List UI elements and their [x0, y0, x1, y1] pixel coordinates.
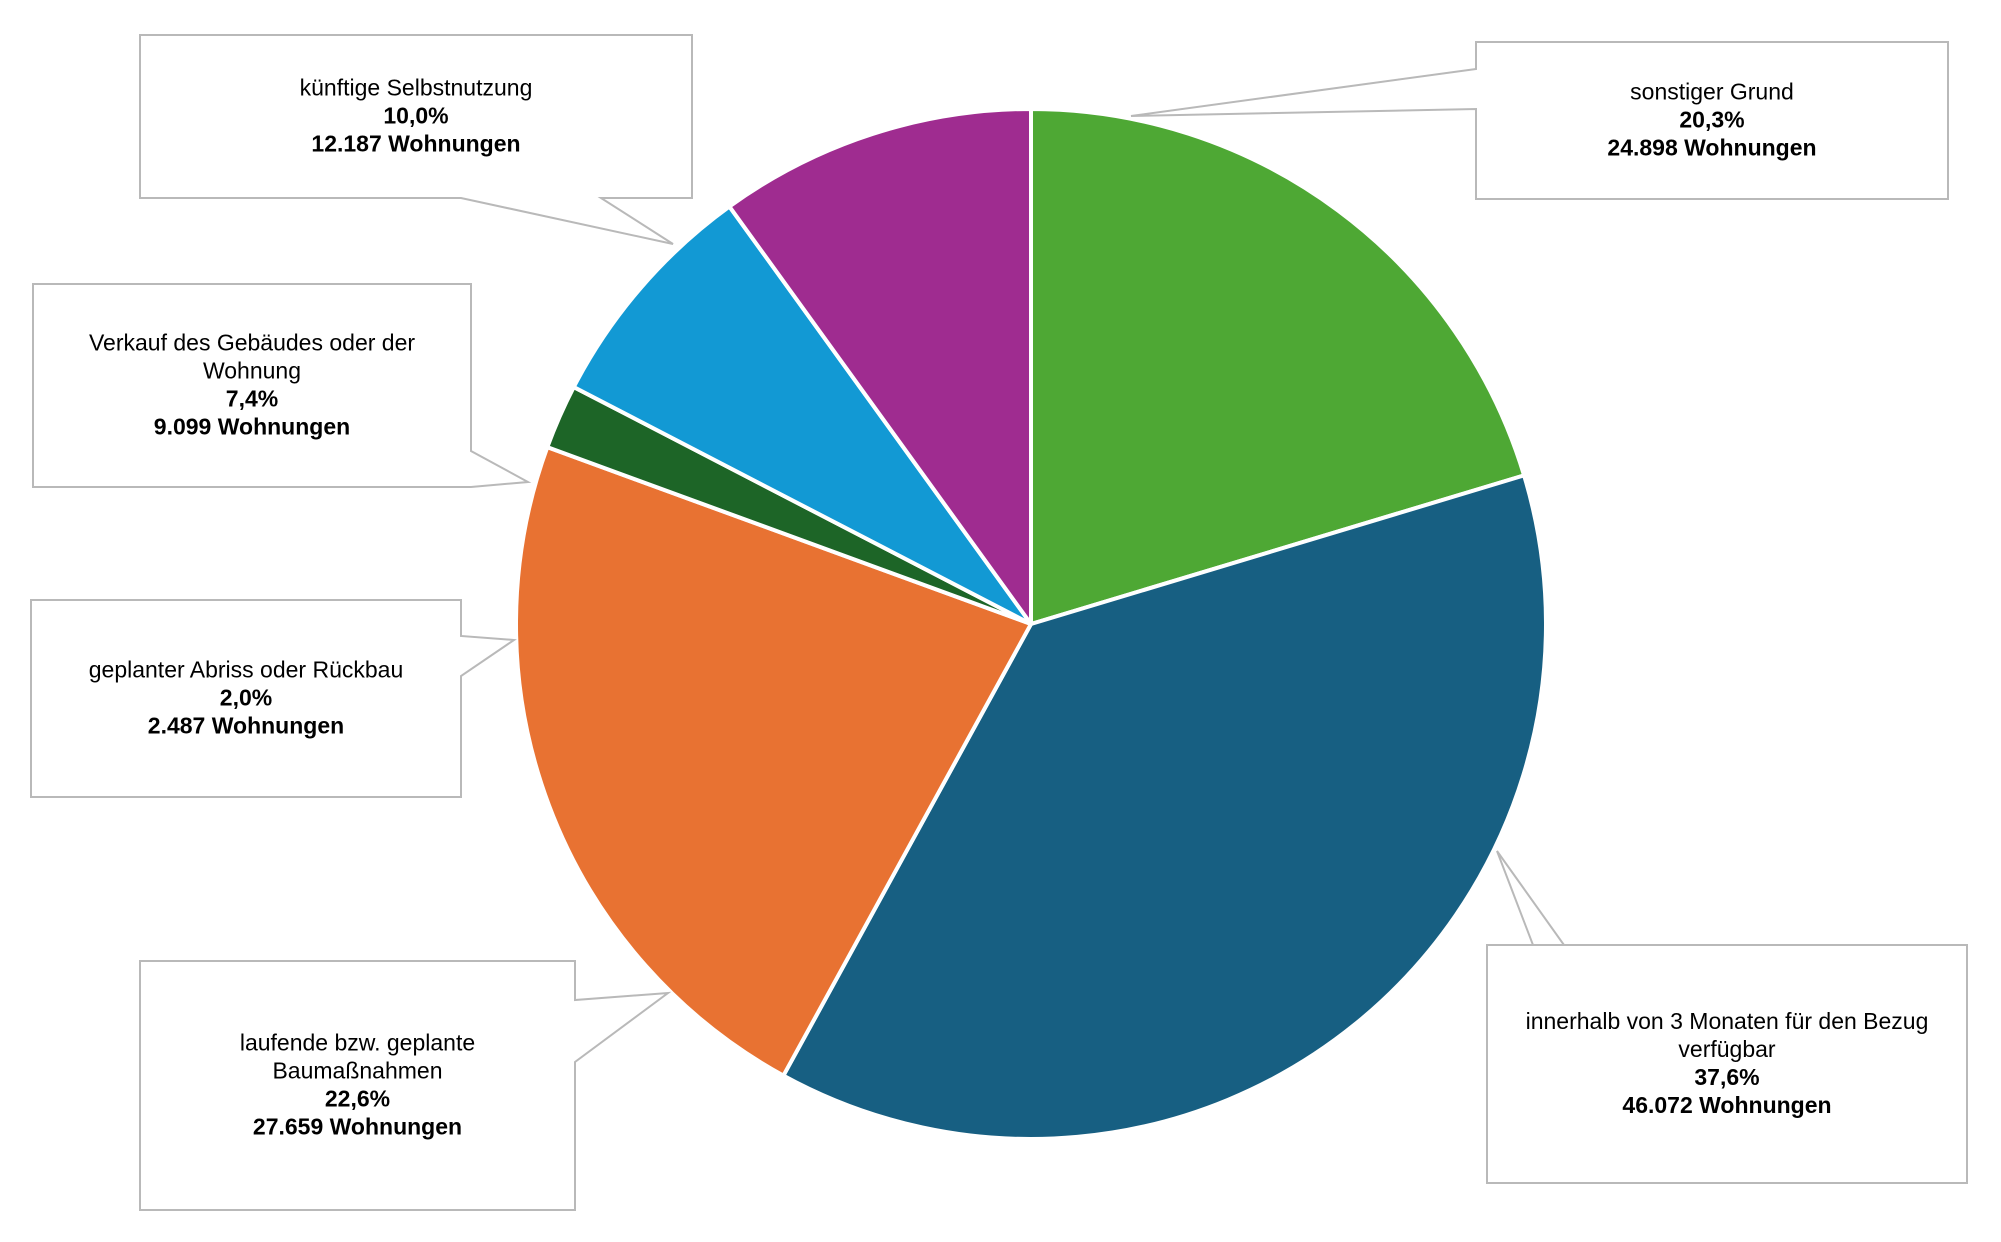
- callout-box: [30, 599, 517, 798]
- callout-box: [139, 960, 672, 1211]
- callout-box: [1130, 41, 1949, 200]
- slice-count: 9.099 Wohnungen: [154, 414, 350, 440]
- callout-box: [139, 34, 693, 245]
- pie-slice: [571, 204, 1033, 626]
- slice-percent: 22,6%: [325, 1086, 390, 1112]
- slice-label: sonstiger Grund: [1630, 79, 1794, 105]
- pie-slice: [1029, 107, 1527, 626]
- pie-slice: [781, 473, 1548, 1141]
- callout: innerhalb von 3 Monaten für den Bezugver…: [1486, 850, 1968, 1184]
- pie-slices: [514, 107, 1548, 1141]
- slice-label: innerhalb von 3 Monaten für den Bezug: [1526, 1008, 1929, 1034]
- slice-percent: 37,6%: [1694, 1064, 1759, 1090]
- slice-label: verfügbar: [1678, 1036, 1776, 1062]
- slice-percent: 2,0%: [220, 685, 272, 711]
- slice-label: geplanter Abriss oder Rückbau: [89, 657, 404, 683]
- slice-percent: 10,0%: [383, 103, 448, 129]
- slice-count: 24.898 Wohnungen: [1607, 135, 1816, 161]
- slice-count: 46.072 Wohnungen: [1622, 1092, 1831, 1118]
- slice-count: 27.659 Wohnungen: [253, 1114, 462, 1140]
- slice-percent: 7,4%: [226, 386, 278, 412]
- slice-label: Baumaßnahmen: [272, 1058, 442, 1084]
- slice-label: künftige Selbstnutzung: [300, 75, 533, 101]
- pie-slice: [727, 107, 1033, 626]
- callout: Verkauf des Gebäudes oder derWohnung7,4%…: [32, 283, 532, 488]
- pie-slice: [514, 445, 1033, 1078]
- slice-count: 2.487 Wohnungen: [148, 713, 344, 739]
- slice-count: 12.187 Wohnungen: [311, 131, 520, 157]
- callout-box: [32, 283, 532, 488]
- slice-label: laufende bzw. geplante: [240, 1030, 475, 1056]
- callout-box: [1486, 850, 1968, 1184]
- slice-percent: 20,3%: [1679, 107, 1744, 133]
- slice-label: Wohnung: [203, 358, 301, 384]
- callout: laufende bzw. geplanteBaumaßnahmen22,6%2…: [139, 960, 672, 1211]
- slice-label: Verkauf des Gebäudes oder der: [89, 330, 415, 356]
